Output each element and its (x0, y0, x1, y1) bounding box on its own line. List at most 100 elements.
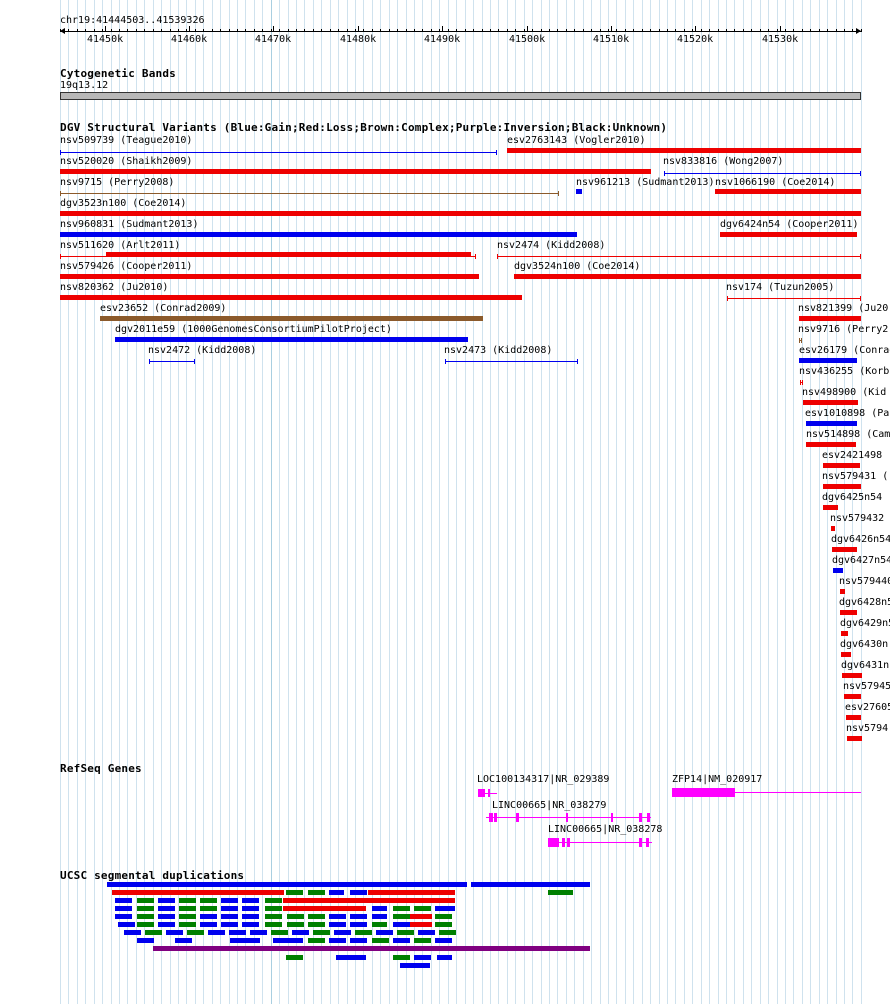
dgv-variant-bar[interactable] (106, 252, 471, 257)
dgv-variant-label[interactable]: nsv821399 (Ju20 (798, 303, 889, 314)
dgv-variant-label[interactable]: dgv2011e59 (1000GenomesConsortiumPilotPr… (115, 324, 392, 335)
segdup-feature[interactable] (350, 922, 367, 927)
dgv-variant-label[interactable]: nsv961213 (Sudmant2013) (576, 177, 715, 188)
dgv-variant-label[interactable]: nsv579426 (Cooper2011) (60, 261, 193, 272)
dgv-variant-label[interactable]: nsv820362 (Ju2010) (60, 282, 169, 293)
dgv-variant-bar[interactable] (823, 484, 861, 489)
segdup-feature[interactable] (400, 963, 430, 968)
dgv-variant-bar[interactable] (60, 232, 577, 237)
segdup-feature[interactable] (393, 955, 410, 960)
dgv-variant-label[interactable]: dgv6426n54 (831, 534, 890, 545)
segdup-feature[interactable] (372, 938, 389, 943)
dgv-variant-label[interactable]: nsv5794 (846, 723, 889, 734)
dgv-variant-label[interactable]: esv27605 (845, 702, 890, 713)
segdup-feature[interactable] (115, 914, 132, 919)
segdup-feature[interactable] (418, 930, 435, 935)
dgv-variant-label[interactable]: esv2763143 (Vogler2010) (507, 135, 646, 146)
segdup-feature[interactable] (283, 898, 455, 903)
segdup-feature[interactable] (166, 930, 183, 935)
segdup-feature[interactable] (187, 930, 204, 935)
gene-exon[interactable] (611, 813, 613, 822)
segdup-feature[interactable] (308, 914, 325, 919)
dgv-variant-label[interactable]: dgv3524n100 (Coe2014) (514, 261, 641, 272)
segdup-feature[interactable] (158, 898, 175, 903)
segdup-feature[interactable] (397, 930, 414, 935)
dgv-variant-bar[interactable] (841, 652, 851, 657)
dgv-variant-bar[interactable] (832, 547, 857, 552)
segdup-feature[interactable] (548, 890, 573, 895)
dgv-variant-label[interactable]: esv26179 (Conrad (799, 345, 890, 356)
dgv-variant-label[interactable]: nsv1066190 (Coe2014) (715, 177, 836, 188)
segdup-feature[interactable] (393, 922, 410, 927)
dgv-variant-label[interactable]: nsv579432 (830, 513, 885, 524)
dgv-variant-bar[interactable] (803, 400, 858, 405)
dgv-variant-label[interactable]: nsv833816 (Wong2007) (663, 156, 784, 167)
segdup-feature[interactable] (471, 882, 590, 887)
segdup-feature[interactable] (410, 914, 432, 919)
dgv-variant-line[interactable] (60, 152, 497, 153)
segdup-feature[interactable] (329, 922, 346, 927)
dgv-variant-line[interactable] (727, 298, 861, 299)
dgv-variant-line[interactable] (664, 173, 861, 174)
segdup-feature[interactable] (158, 914, 175, 919)
segdup-feature[interactable] (221, 914, 238, 919)
gene-exon[interactable] (516, 813, 519, 822)
segdup-feature[interactable] (137, 922, 154, 927)
segdup-feature[interactable] (124, 930, 141, 935)
segdup-feature[interactable] (265, 922, 282, 927)
refseq-gene-label[interactable]: LINC00665|NR_038278 (548, 824, 663, 835)
segdup-feature[interactable] (292, 930, 309, 935)
segdup-feature[interactable] (336, 955, 366, 960)
segdup-feature[interactable] (265, 898, 282, 903)
segdup-feature[interactable] (435, 906, 455, 911)
dgv-variant-label[interactable]: esv2421498 (822, 450, 883, 461)
segdup-feature[interactable] (221, 898, 238, 903)
dgv-variant-bar[interactable] (823, 505, 838, 510)
segdup-feature[interactable] (437, 955, 452, 960)
segdup-feature[interactable] (221, 906, 238, 911)
segdup-feature[interactable] (229, 930, 246, 935)
gene-exon[interactable] (494, 813, 497, 822)
segdup-feature[interactable] (414, 938, 431, 943)
segdup-feature[interactable] (200, 922, 217, 927)
gene-exon[interactable] (478, 789, 485, 797)
gene-exon[interactable] (639, 813, 642, 822)
dgv-variant-label[interactable]: nsv2472 (Kidd2008) (148, 345, 257, 356)
segdup-feature[interactable] (115, 906, 132, 911)
dgv-variant-label[interactable]: dgv3523n100 (Coe2014) (60, 198, 187, 209)
dgv-variant-label[interactable]: nsv514898 (Cam (806, 429, 890, 440)
segdup-feature[interactable] (158, 922, 175, 927)
dgv-variant-bar[interactable] (846, 715, 861, 720)
segdup-feature[interactable] (137, 914, 154, 919)
segdup-feature[interactable] (208, 930, 225, 935)
dgv-variant-bar[interactable] (507, 148, 861, 153)
dgv-variant-line[interactable] (445, 361, 578, 362)
segdup-feature[interactable] (179, 906, 196, 911)
segdup-feature[interactable] (107, 882, 467, 887)
segdup-feature[interactable] (200, 898, 217, 903)
segdup-feature[interactable] (372, 914, 387, 919)
segdup-feature[interactable] (271, 930, 288, 935)
dgv-variant-bar[interactable] (60, 211, 861, 216)
dgv-variant-label[interactable]: nsv2474 (Kidd2008) (497, 240, 606, 251)
dgv-variant-bar[interactable] (715, 189, 861, 194)
segdup-feature[interactable] (313, 930, 330, 935)
segdup-feature[interactable] (329, 938, 346, 943)
segdup-feature[interactable] (350, 890, 367, 895)
dgv-variant-bar[interactable] (514, 274, 861, 279)
segdup-feature[interactable] (376, 930, 393, 935)
dgv-variant-bar[interactable] (844, 694, 861, 699)
segdup-feature[interactable] (308, 890, 325, 895)
dgv-variant-label[interactable]: nsv960831 (Sudmant2013) (60, 219, 199, 230)
dgv-variant-bar[interactable] (60, 274, 479, 279)
segdup-feature[interactable] (221, 922, 238, 927)
dgv-variant-bar[interactable] (100, 316, 483, 321)
segdup-feature[interactable] (287, 922, 304, 927)
segdup-feature[interactable] (273, 938, 303, 943)
gene-exon[interactable] (489, 813, 493, 822)
segdup-feature[interactable] (439, 930, 456, 935)
segdup-feature[interactable] (179, 922, 196, 927)
gene-exon[interactable] (566, 813, 568, 822)
dgv-variant-label[interactable]: nsv57945 (843, 681, 890, 692)
segdup-feature[interactable] (393, 914, 410, 919)
